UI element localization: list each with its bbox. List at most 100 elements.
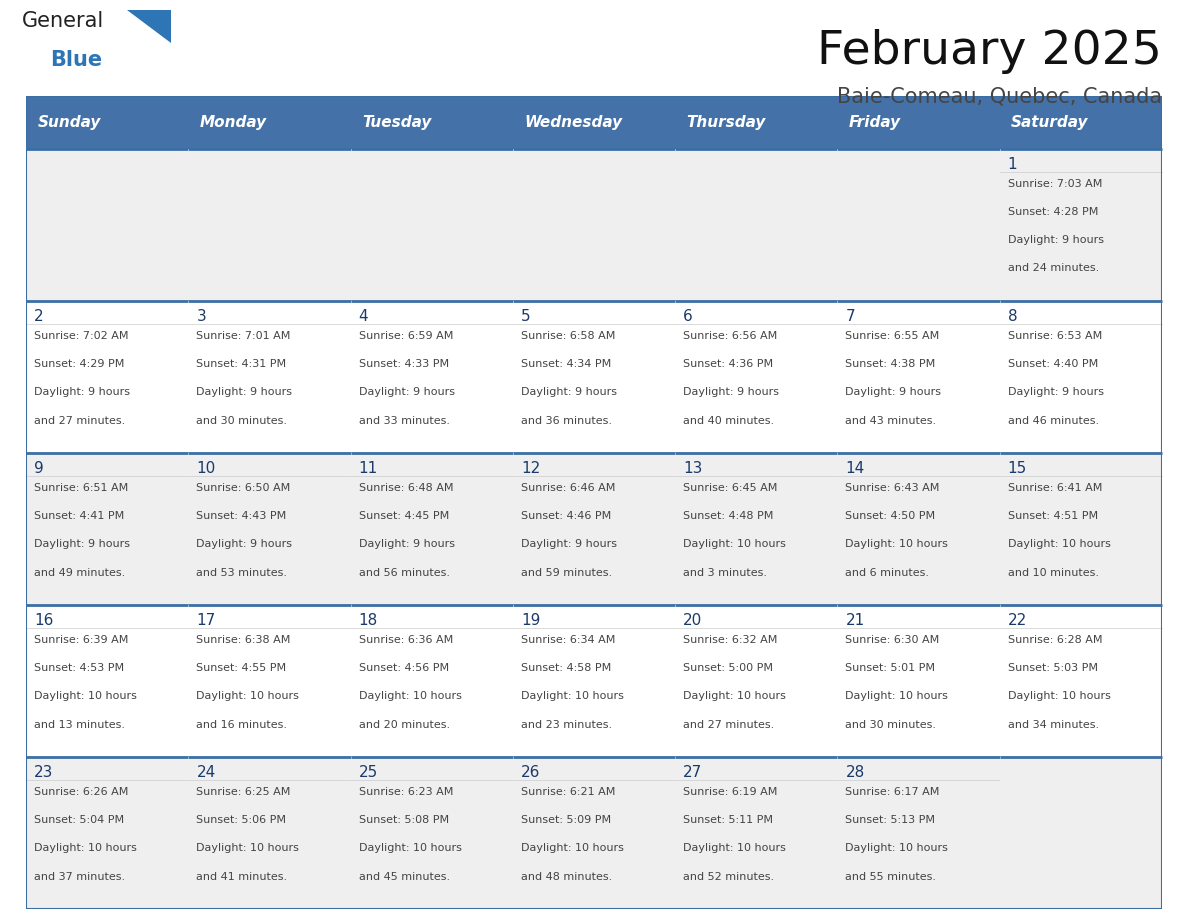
Text: and 46 minutes.: and 46 minutes. [1007, 416, 1099, 426]
Text: Sunset: 4:31 PM: Sunset: 4:31 PM [196, 359, 286, 369]
Text: 18: 18 [359, 613, 378, 628]
Text: Sunrise: 6:36 AM: Sunrise: 6:36 AM [359, 635, 453, 645]
Text: Baie-Comeau, Quebec, Canada: Baie-Comeau, Quebec, Canada [836, 86, 1162, 106]
Text: Daylight: 10 hours: Daylight: 10 hours [683, 540, 786, 549]
Text: and 13 minutes.: and 13 minutes. [34, 720, 125, 730]
Text: Daylight: 9 hours: Daylight: 9 hours [34, 540, 131, 549]
Text: Sunrise: 6:55 AM: Sunrise: 6:55 AM [846, 331, 940, 341]
Text: Daylight: 9 hours: Daylight: 9 hours [359, 540, 455, 549]
Text: Blue: Blue [50, 50, 102, 70]
Text: 10: 10 [196, 461, 216, 476]
Text: Daylight: 9 hours: Daylight: 9 hours [34, 387, 131, 397]
Text: Sunrise: 6:56 AM: Sunrise: 6:56 AM [683, 331, 777, 341]
Text: and 27 minutes.: and 27 minutes. [683, 720, 775, 730]
Text: and 52 minutes.: and 52 minutes. [683, 871, 775, 881]
Text: Sunset: 4:55 PM: Sunset: 4:55 PM [196, 664, 286, 673]
Text: Sunrise: 6:53 AM: Sunrise: 6:53 AM [1007, 331, 1102, 341]
Text: Sunrise: 6:34 AM: Sunrise: 6:34 AM [522, 635, 615, 645]
Text: Sunset: 5:01 PM: Sunset: 5:01 PM [846, 664, 935, 673]
Text: 8: 8 [1007, 309, 1017, 324]
Text: and 41 minutes.: and 41 minutes. [196, 871, 287, 881]
Text: February 2025: February 2025 [817, 29, 1162, 74]
Text: Daylight: 9 hours: Daylight: 9 hours [1007, 387, 1104, 397]
Text: Daylight: 10 hours: Daylight: 10 hours [683, 844, 786, 854]
Text: Friday: Friday [848, 115, 901, 130]
Text: 26: 26 [522, 766, 541, 780]
Text: Monday: Monday [200, 115, 267, 130]
Text: Sunrise: 6:19 AM: Sunrise: 6:19 AM [683, 788, 778, 797]
Text: and 43 minutes.: and 43 minutes. [846, 416, 936, 426]
Text: 1: 1 [1007, 157, 1017, 172]
Text: Sunset: 4:53 PM: Sunset: 4:53 PM [34, 664, 125, 673]
Text: 23: 23 [34, 766, 53, 780]
Polygon shape [127, 10, 171, 43]
Text: Sunrise: 6:21 AM: Sunrise: 6:21 AM [522, 788, 615, 797]
Text: Sunset: 4:28 PM: Sunset: 4:28 PM [1007, 207, 1098, 218]
Text: Sunset: 5:03 PM: Sunset: 5:03 PM [1007, 664, 1098, 673]
Text: Sunset: 5:13 PM: Sunset: 5:13 PM [846, 815, 935, 825]
Text: Sunrise: 6:43 AM: Sunrise: 6:43 AM [846, 483, 940, 493]
Text: 6: 6 [683, 309, 693, 324]
Text: and 45 minutes.: and 45 minutes. [359, 871, 450, 881]
Text: and 37 minutes.: and 37 minutes. [34, 871, 126, 881]
Text: Sunset: 5:04 PM: Sunset: 5:04 PM [34, 815, 125, 825]
Text: Daylight: 10 hours: Daylight: 10 hours [1007, 540, 1111, 549]
Text: Sunrise: 6:32 AM: Sunrise: 6:32 AM [683, 635, 778, 645]
Text: and 40 minutes.: and 40 minutes. [683, 416, 775, 426]
Text: Sunset: 4:34 PM: Sunset: 4:34 PM [522, 359, 612, 369]
Text: Daylight: 10 hours: Daylight: 10 hours [34, 691, 137, 701]
Text: Sunset: 4:56 PM: Sunset: 4:56 PM [359, 664, 449, 673]
Text: and 33 minutes.: and 33 minutes. [359, 416, 450, 426]
Text: and 3 minutes.: and 3 minutes. [683, 567, 767, 577]
Text: 5: 5 [522, 309, 531, 324]
Text: Daylight: 9 hours: Daylight: 9 hours [1007, 235, 1104, 245]
Text: 24: 24 [196, 766, 216, 780]
Text: and 27 minutes.: and 27 minutes. [34, 416, 126, 426]
Text: Sunset: 5:11 PM: Sunset: 5:11 PM [683, 815, 773, 825]
Text: 19: 19 [522, 613, 541, 628]
Text: Daylight: 10 hours: Daylight: 10 hours [683, 691, 786, 701]
Text: and 30 minutes.: and 30 minutes. [196, 416, 287, 426]
Text: and 49 minutes.: and 49 minutes. [34, 567, 126, 577]
Text: Daylight: 9 hours: Daylight: 9 hours [359, 387, 455, 397]
Text: Sunrise: 6:17 AM: Sunrise: 6:17 AM [846, 788, 940, 797]
Text: Sunset: 4:48 PM: Sunset: 4:48 PM [683, 511, 773, 521]
Text: Sunset: 4:51 PM: Sunset: 4:51 PM [1007, 511, 1098, 521]
Text: Sunrise: 6:51 AM: Sunrise: 6:51 AM [34, 483, 128, 493]
Text: 2: 2 [34, 309, 44, 324]
Text: 21: 21 [846, 613, 865, 628]
Text: Sunset: 5:00 PM: Sunset: 5:00 PM [683, 664, 773, 673]
Text: 20: 20 [683, 613, 702, 628]
Text: Sunset: 4:38 PM: Sunset: 4:38 PM [846, 359, 936, 369]
Text: Sunrise: 6:30 AM: Sunrise: 6:30 AM [846, 635, 940, 645]
Text: 13: 13 [683, 461, 702, 476]
Text: and 20 minutes.: and 20 minutes. [359, 720, 450, 730]
Text: Daylight: 10 hours: Daylight: 10 hours [1007, 691, 1111, 701]
Text: Sunrise: 6:26 AM: Sunrise: 6:26 AM [34, 788, 128, 797]
Text: Sunset: 4:33 PM: Sunset: 4:33 PM [359, 359, 449, 369]
Text: and 59 minutes.: and 59 minutes. [522, 567, 612, 577]
Text: 22: 22 [1007, 613, 1026, 628]
Text: Daylight: 10 hours: Daylight: 10 hours [196, 691, 299, 701]
Text: Sunrise: 6:28 AM: Sunrise: 6:28 AM [1007, 635, 1102, 645]
Text: Daylight: 10 hours: Daylight: 10 hours [522, 844, 624, 854]
Text: 9: 9 [34, 461, 44, 476]
Text: Wednesday: Wednesday [524, 115, 623, 130]
Text: Sunset: 4:41 PM: Sunset: 4:41 PM [34, 511, 125, 521]
Text: Sunset: 4:58 PM: Sunset: 4:58 PM [522, 664, 612, 673]
Text: Daylight: 9 hours: Daylight: 9 hours [522, 387, 617, 397]
Text: Sunset: 4:43 PM: Sunset: 4:43 PM [196, 511, 286, 521]
Text: Daylight: 10 hours: Daylight: 10 hours [846, 691, 948, 701]
Text: 12: 12 [522, 461, 541, 476]
Text: Daylight: 10 hours: Daylight: 10 hours [359, 844, 462, 854]
Text: and 24 minutes.: and 24 minutes. [1007, 263, 1099, 274]
Text: 14: 14 [846, 461, 865, 476]
Text: Sunrise: 6:50 AM: Sunrise: 6:50 AM [196, 483, 291, 493]
Text: Sunset: 4:36 PM: Sunset: 4:36 PM [683, 359, 773, 369]
Text: 11: 11 [359, 461, 378, 476]
Text: 16: 16 [34, 613, 53, 628]
Text: Daylight: 9 hours: Daylight: 9 hours [196, 540, 292, 549]
Text: and 36 minutes.: and 36 minutes. [522, 416, 612, 426]
Text: Daylight: 10 hours: Daylight: 10 hours [34, 844, 137, 854]
Text: Daylight: 9 hours: Daylight: 9 hours [683, 387, 779, 397]
